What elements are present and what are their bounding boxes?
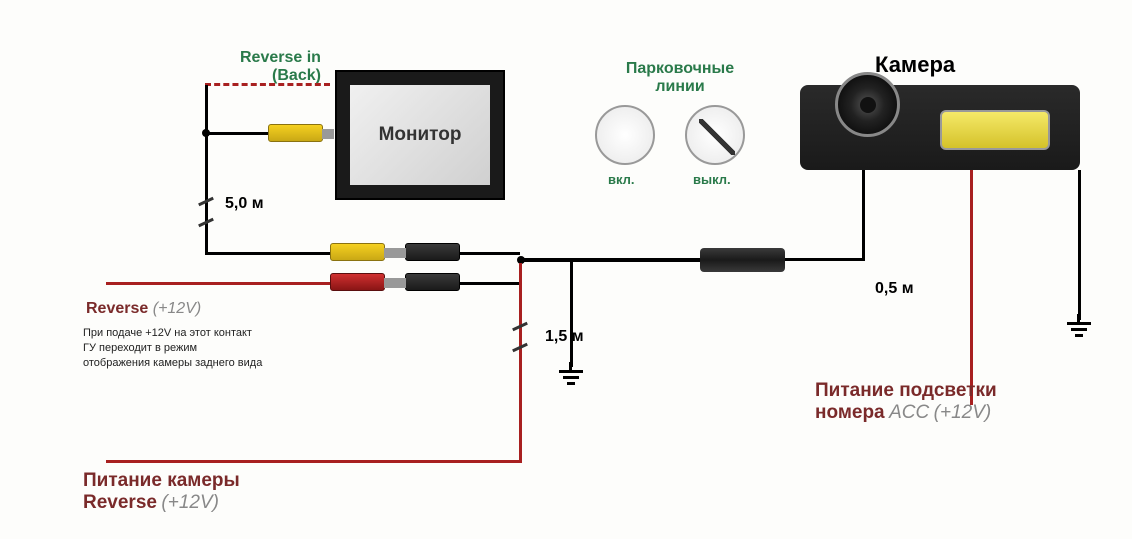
monitor-screen: Монитор <box>350 85 490 185</box>
rca-pair-yellow-left <box>330 243 385 261</box>
wire-left-vertical <box>205 85 208 255</box>
monitor-label: Монитор <box>379 124 462 146</box>
camera-lens-icon <box>835 72 900 137</box>
parking-on-label: вкл. <box>608 172 635 187</box>
barrel-connector <box>700 248 785 272</box>
rca-pair-red-right <box>405 273 460 291</box>
parking-off-label: выкл. <box>693 172 731 187</box>
rca-pair-yellow-right <box>405 243 460 261</box>
wire-light-ground <box>1078 170 1081 320</box>
reverse-in-wire-dashed <box>205 83 330 86</box>
reverse-in-label: Reverse in (Back) <box>240 49 321 86</box>
break-5m <box>198 200 214 224</box>
camera-license-light <box>940 110 1050 150</box>
camera-title: Камера <box>875 52 955 78</box>
ground-right <box>1067 322 1091 342</box>
length-5m: 5,0 м <box>225 195 264 213</box>
wire-to-barrel <box>520 258 700 262</box>
wire-to-camera <box>862 170 865 260</box>
wire-camera-power-h <box>106 460 522 463</box>
wire-merge-r <box>460 282 520 285</box>
rca-pair-red-left <box>330 273 385 291</box>
parking-title: Парковочные линии <box>600 60 760 97</box>
reverse-12v-label: Reverse (+12V) <box>86 300 201 318</box>
wire-light-power <box>970 170 973 405</box>
length-1-5m: 1,5 м <box>545 328 584 346</box>
parking-off-circle <box>685 105 745 165</box>
wire-reverse <box>106 282 330 285</box>
wire-after-barrel <box>785 258 865 261</box>
wire-to-pair <box>205 252 330 255</box>
rca-monitor-yellow <box>268 124 323 142</box>
ground-center <box>559 370 583 390</box>
wire-camera-power-v <box>519 263 522 463</box>
parking-on-circle <box>595 105 655 165</box>
light-power-label: Питание подсветки номера ACC (+12V) <box>815 380 997 424</box>
camera-power-label: Питание камеры Reverse (+12V) <box>83 470 240 514</box>
length-0-5m: 0,5 м <box>875 280 914 298</box>
break-1-5m <box>512 325 528 349</box>
junction-1 <box>202 129 210 137</box>
wire-merge-y <box>460 252 520 255</box>
wire-ground-center <box>570 262 573 367</box>
reverse-note: При подаче +12V на этот контакт ГУ перех… <box>83 326 262 371</box>
wire-monitor-left <box>205 132 268 135</box>
